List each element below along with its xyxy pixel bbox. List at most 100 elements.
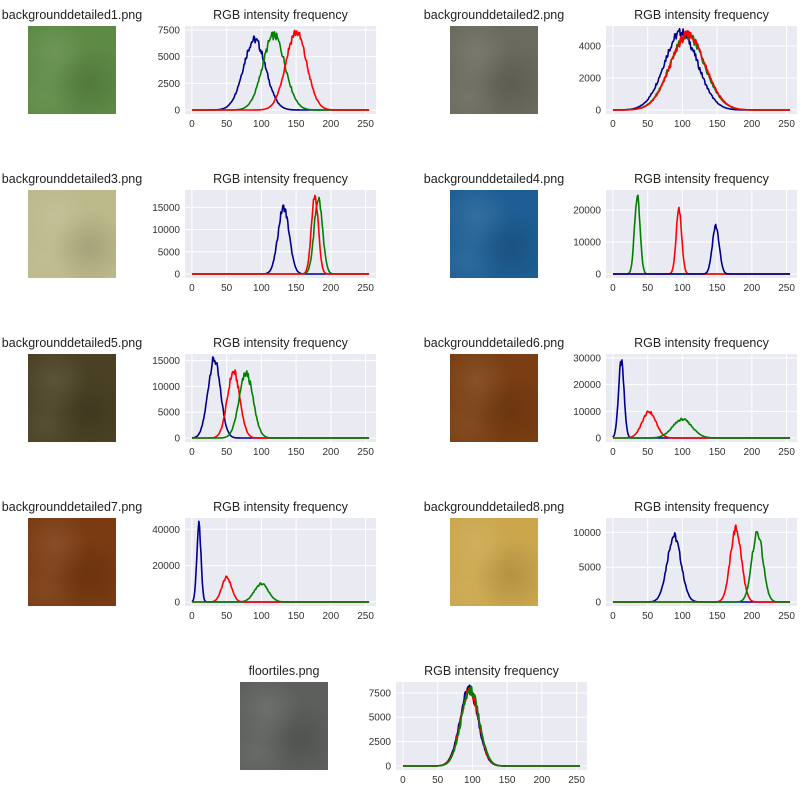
x-tick-label: 0 <box>189 119 195 130</box>
y-tick-label: 10000 <box>152 225 180 236</box>
histogram-chart: 0 50 100 150 200 250 0 2000 4000 <box>579 26 797 130</box>
x-tick-label: 100 <box>253 447 270 458</box>
x-tick-label: 100 <box>464 775 481 786</box>
y-tick-label: 15000 <box>152 203 180 214</box>
x-tick-label: 100 <box>253 119 270 130</box>
x-tick-label: 100 <box>253 283 270 294</box>
x-tick-label: 50 <box>221 283 233 294</box>
y-tick-label: 0 <box>385 762 391 773</box>
chart-title: RGB intensity frequency <box>634 172 769 186</box>
image-filename-title: backgrounddetailed1.png <box>1 8 143 22</box>
chart-title: RGB intensity frequency <box>634 8 769 22</box>
x-tick-label: 150 <box>288 611 305 622</box>
chart-title: RGB intensity frequency <box>634 336 769 350</box>
chart-title: RGB intensity frequency <box>213 500 348 514</box>
x-tick-label: 0 <box>610 611 616 622</box>
histogram-chart: 0 50 100 150 200 250 0 20000 40000 <box>152 518 376 622</box>
y-tick-label: 4000 <box>579 42 602 53</box>
x-tick-label: 100 <box>674 611 691 622</box>
plot-background <box>606 190 797 278</box>
y-tick-label: 5000 <box>158 52 181 63</box>
x-tick-label: 50 <box>221 119 233 130</box>
y-tick-label: 5000 <box>579 563 602 574</box>
x-tick-label: 100 <box>674 119 691 130</box>
x-tick-label: 50 <box>642 283 654 294</box>
x-tick-label: 50 <box>432 775 444 786</box>
image-filename-title: backgrounddetailed6.png <box>423 336 565 350</box>
x-tick-label: 100 <box>674 283 691 294</box>
y-tick-label: 7500 <box>158 26 181 37</box>
x-tick-label: 200 <box>323 611 340 622</box>
y-tick-label: 10000 <box>573 528 601 539</box>
y-tick-label: 10000 <box>573 407 601 418</box>
y-tick-label: 10000 <box>573 238 601 249</box>
y-tick-label: 10000 <box>152 382 180 393</box>
x-tick-label: 250 <box>778 611 795 622</box>
x-tick-label: 250 <box>357 119 374 130</box>
y-tick-label: 0 <box>595 270 601 281</box>
x-tick-label: 50 <box>221 447 233 458</box>
histogram-series-line <box>191 194 370 275</box>
x-tick-label: 200 <box>744 447 761 458</box>
x-tick-label: 250 <box>778 119 795 130</box>
y-tick-label: 0 <box>595 598 601 609</box>
x-tick-label: 0 <box>610 119 616 130</box>
x-tick-label: 150 <box>709 119 726 130</box>
x-tick-label: 250 <box>778 447 795 458</box>
x-tick-label: 50 <box>642 611 654 622</box>
x-tick-label: 200 <box>323 447 340 458</box>
y-tick-label: 7500 <box>369 688 392 699</box>
texture-thumbnail <box>28 26 116 114</box>
histogram-series-line <box>191 582 370 603</box>
x-tick-label: 250 <box>778 283 795 294</box>
histogram-series-line <box>191 370 370 439</box>
x-tick-label: 50 <box>642 119 654 130</box>
y-tick-label: 2500 <box>158 79 181 90</box>
histogram-series-line <box>612 223 791 275</box>
y-tick-label: 5000 <box>158 247 181 258</box>
y-tick-label: 5000 <box>369 713 392 724</box>
histogram-series-line <box>191 29 370 111</box>
y-tick-label: 0 <box>595 106 601 117</box>
x-tick-label: 200 <box>323 119 340 130</box>
x-tick-label: 150 <box>288 283 305 294</box>
y-tick-label: 20000 <box>152 561 180 572</box>
texture-thumbnail <box>450 354 538 442</box>
image-filename-title: floortiles.png <box>248 664 320 678</box>
y-tick-label: 20000 <box>573 380 601 391</box>
x-tick-label: 50 <box>221 611 233 622</box>
y-tick-label: 40000 <box>152 525 180 536</box>
y-tick-label: 2000 <box>579 74 602 85</box>
x-tick-label: 200 <box>744 119 761 130</box>
x-tick-label: 150 <box>499 775 516 786</box>
image-filename-title: backgrounddetailed4.png <box>423 172 565 186</box>
chart-title: RGB intensity frequency <box>213 172 348 186</box>
plot-background <box>396 682 587 770</box>
image-filename-title: backgrounddetailed3.png <box>1 172 143 186</box>
image-filename-title: backgrounddetailed2.png <box>423 8 565 22</box>
plot-background <box>185 354 376 442</box>
histogram-series-line <box>612 530 791 603</box>
plot-background <box>606 26 797 114</box>
plot-background <box>606 354 797 442</box>
chart-title: RGB intensity frequency <box>213 336 348 350</box>
x-tick-label: 0 <box>610 283 616 294</box>
x-tick-label: 0 <box>400 775 406 786</box>
image-filename-title: backgrounddetailed5.png <box>1 336 143 350</box>
x-tick-label: 150 <box>709 611 726 622</box>
x-tick-label: 150 <box>709 447 726 458</box>
chart-title: RGB intensity frequency <box>213 8 348 22</box>
texture-thumbnail <box>450 190 538 278</box>
image-filename-title: backgrounddetailed8.png <box>423 500 565 514</box>
x-tick-label: 0 <box>189 283 195 294</box>
histogram-chart: 0 50 100 150 200 250 0 5000 10000 15000 <box>152 190 376 294</box>
y-tick-label: 0 <box>174 598 180 609</box>
y-tick-label: 0 <box>595 434 601 445</box>
x-tick-label: 150 <box>709 283 726 294</box>
y-tick-label: 15000 <box>152 356 180 367</box>
x-tick-label: 200 <box>744 283 761 294</box>
chart-title: RGB intensity frequency <box>634 500 769 514</box>
texture-thumbnail <box>240 682 328 770</box>
